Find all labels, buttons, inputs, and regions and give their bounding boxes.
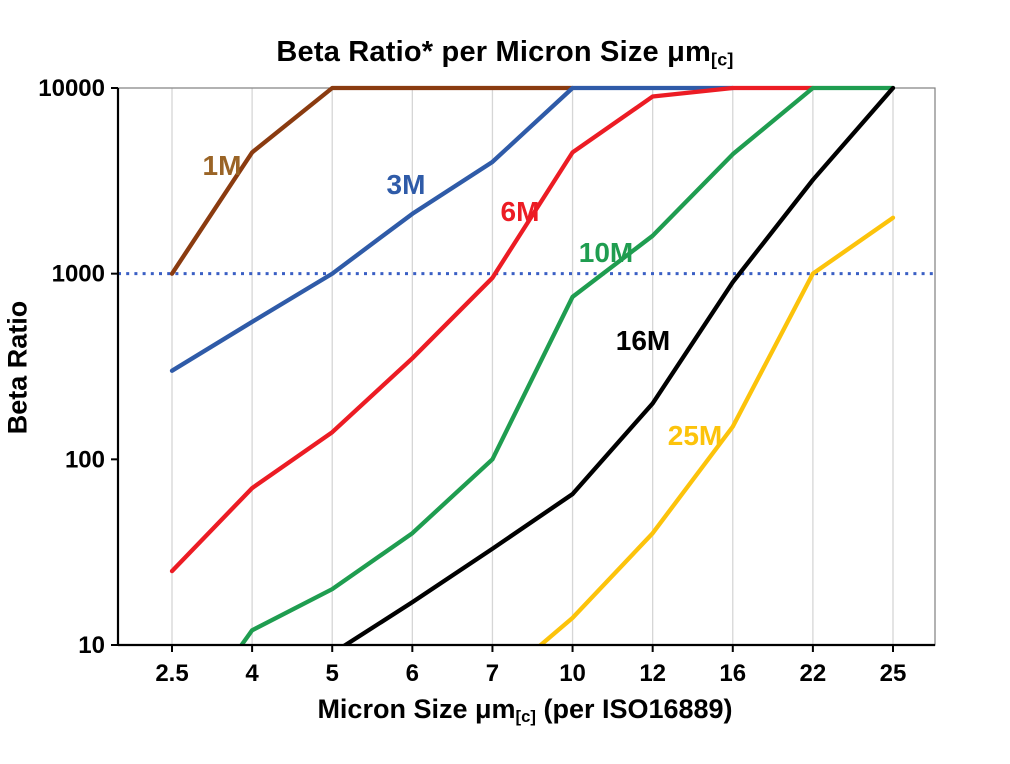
x-tick-label: 25 (880, 660, 907, 687)
x-tick-label: 10 (559, 660, 586, 687)
x-tick-label: 12 (639, 660, 666, 687)
y-tick-label: 100 (65, 446, 105, 473)
series-label-16M: 16M (616, 325, 670, 356)
y-tick-label: 10000 (38, 75, 105, 102)
x-tick-label: 2.5 (155, 660, 188, 687)
series-line-25M (537, 215, 896, 645)
series-line-1M (169, 85, 575, 276)
y-tick-label: 1000 (52, 261, 105, 288)
x-tick-label: 16 (719, 660, 746, 687)
series-line-6M (169, 85, 816, 574)
series-label-1M: 1M (203, 150, 242, 181)
series-label-3M: 3M (387, 169, 426, 200)
series-line-3M (169, 85, 735, 373)
series-label-25M: 25M (668, 420, 722, 451)
series-line-16M (341, 85, 896, 645)
series-line-10M (238, 85, 896, 645)
x-tick-label: 6 (406, 660, 419, 687)
y-tick-label: 10 (78, 632, 105, 659)
x-tick-label: 4 (245, 660, 259, 687)
series-label-6M: 6M (501, 196, 540, 227)
x-tick-label: 7 (486, 660, 499, 687)
series-label-10M: 10M (579, 237, 633, 268)
x-tick-label: 5 (326, 660, 339, 687)
x-tick-label: 22 (800, 660, 827, 687)
